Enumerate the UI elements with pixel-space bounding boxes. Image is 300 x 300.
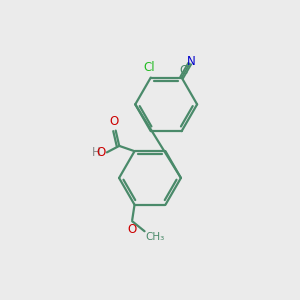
Text: Cl: Cl — [144, 61, 155, 74]
Text: CH₃: CH₃ — [146, 232, 165, 242]
Text: C: C — [179, 64, 187, 77]
Text: H: H — [92, 146, 100, 159]
Text: O: O — [128, 223, 137, 236]
Text: N: N — [187, 55, 196, 68]
Text: O: O — [96, 146, 106, 159]
Text: O: O — [109, 115, 119, 128]
